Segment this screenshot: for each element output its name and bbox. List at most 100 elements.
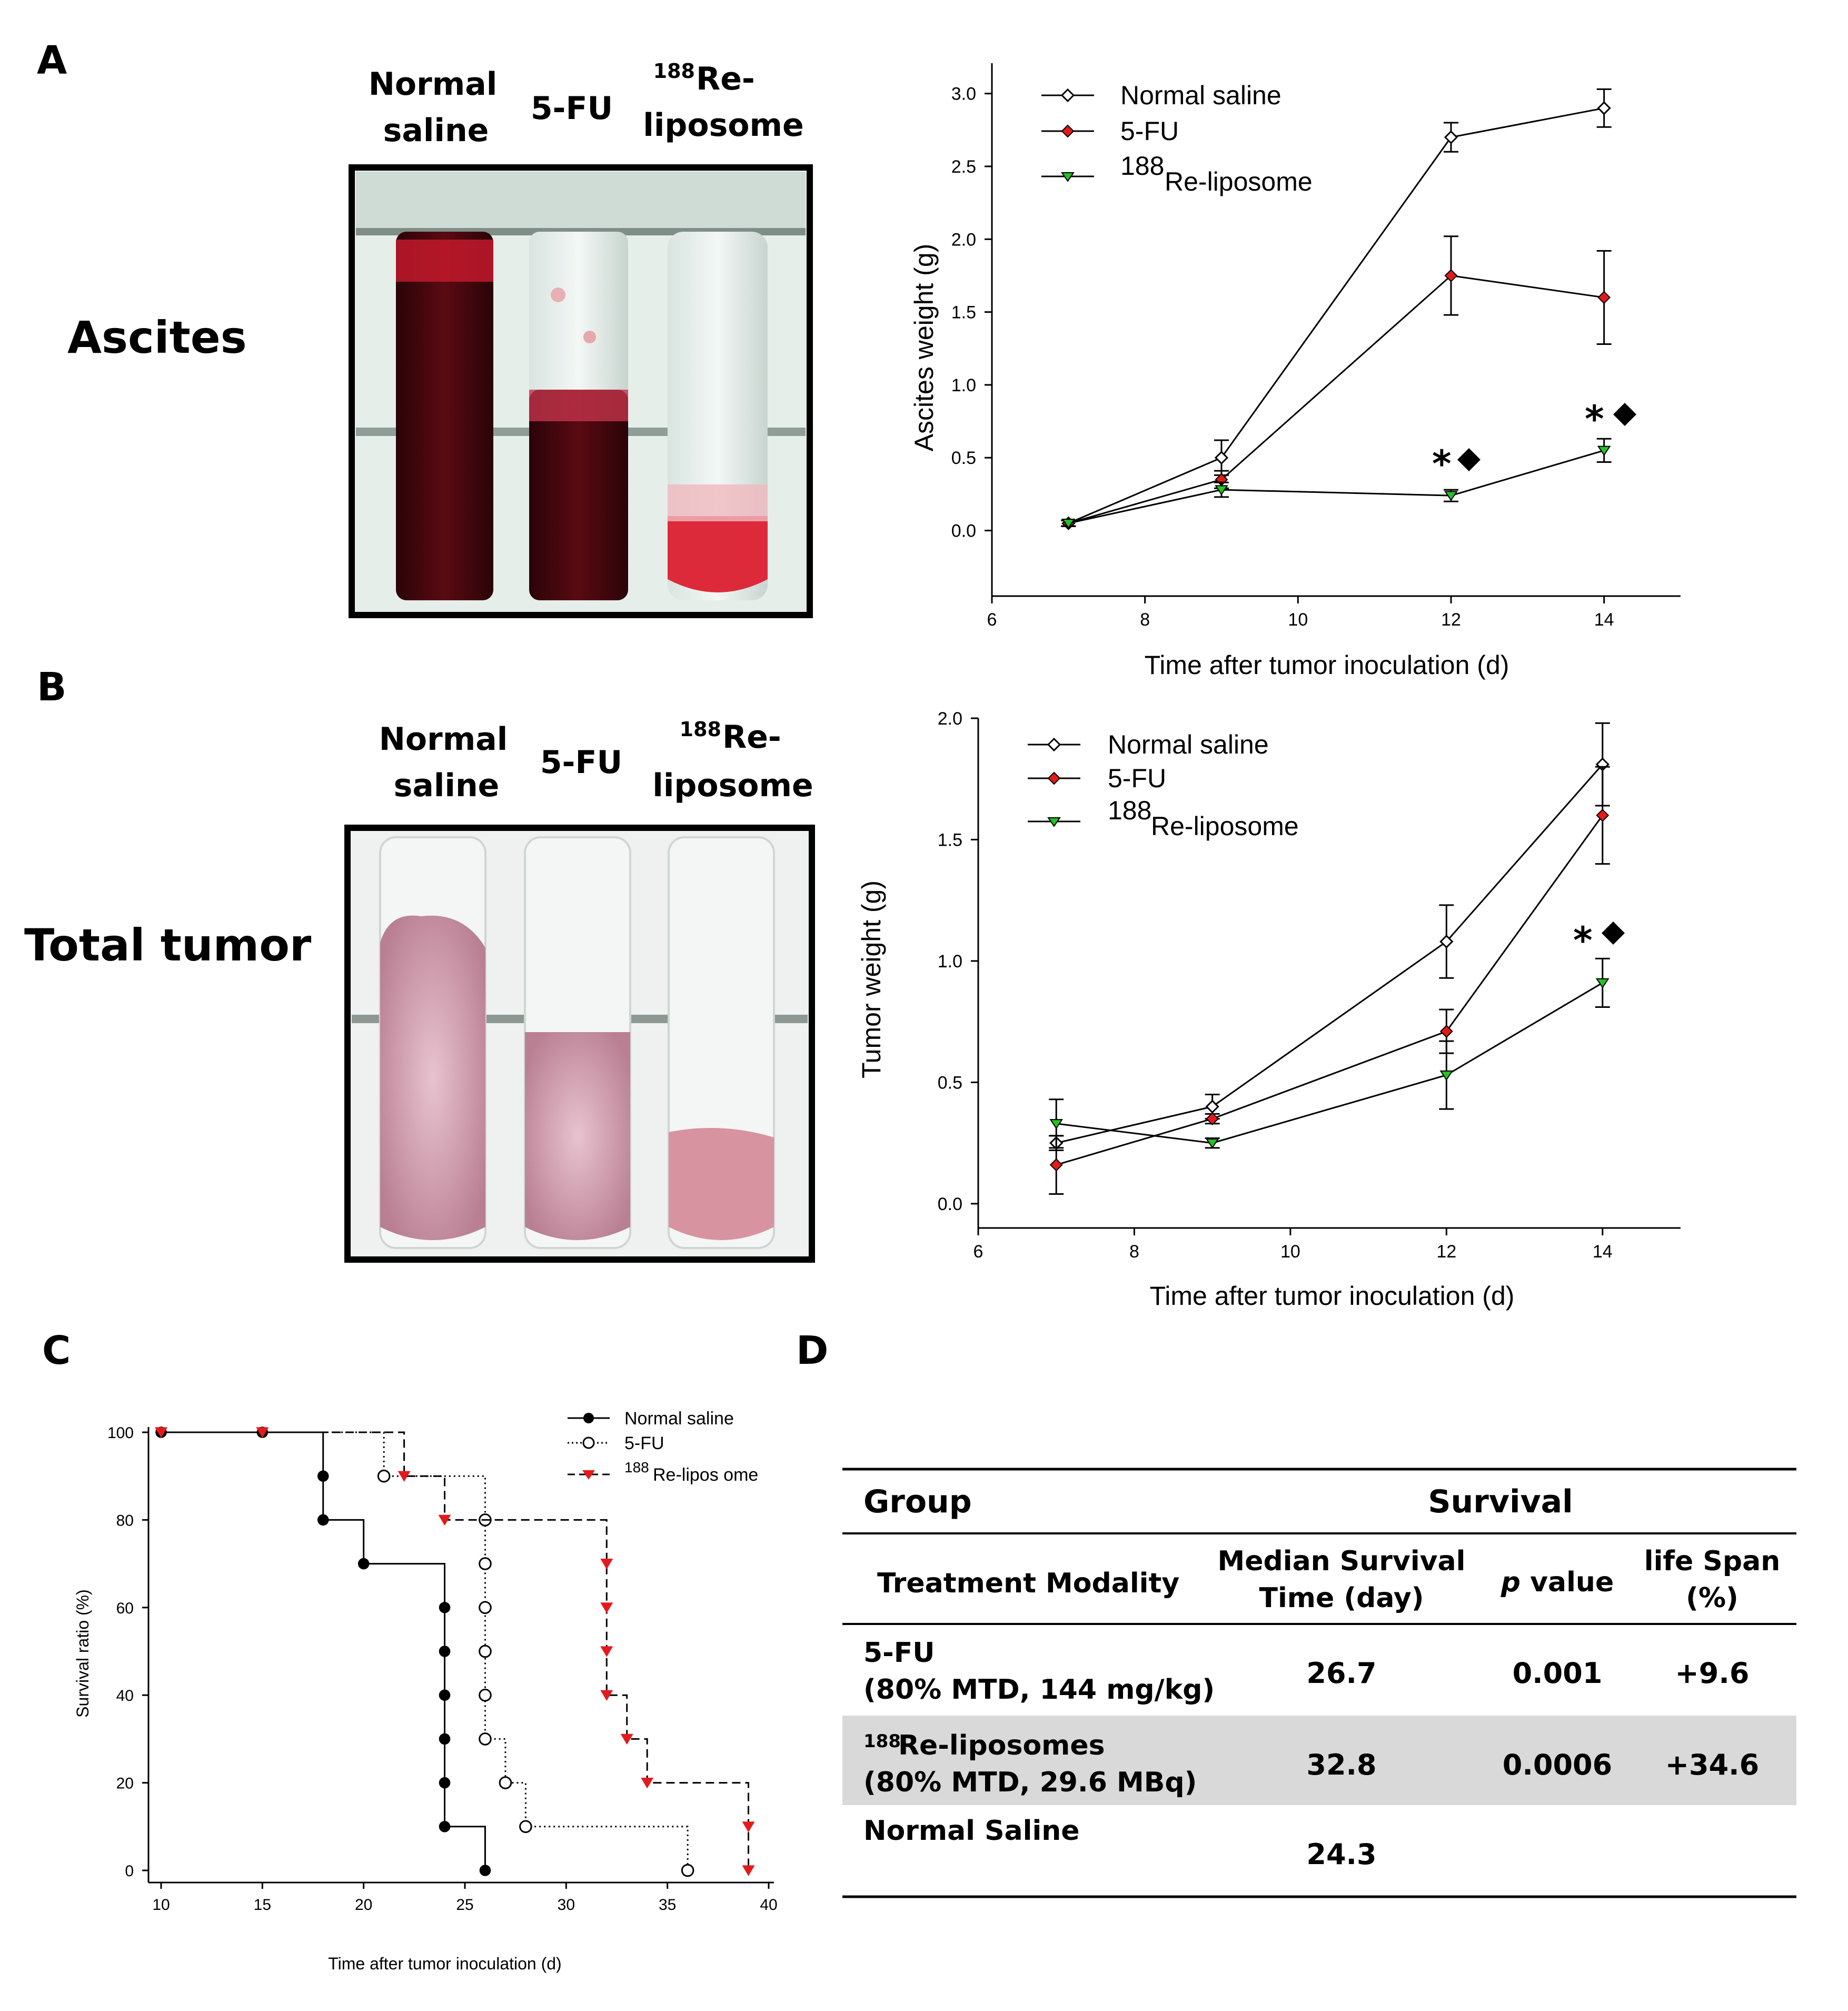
survival-y-tick-label: 20 — [116, 1775, 134, 1792]
survival-legend-normal-saline: Normal saline — [624, 1409, 734, 1429]
table-subheader-mst-line1: Median Survival — [1218, 1546, 1466, 1577]
survival-x-tick-label: 10 — [152, 1896, 170, 1914]
chart-ascites: 6 8 10 12 14 0.0 0.5 1.0 1.5 2.0 2.5 3.0 Time after… — [909, 63, 1681, 680]
photo-label-re-a-sup: 188 — [653, 60, 695, 83]
ascites-point-normal-saline-day12 — [1444, 130, 1458, 144]
ascites-x-tick-label: 8 — [1140, 610, 1150, 630]
survival-y-tick-label: 80 — [116, 1512, 134, 1529]
survival-y-axis-title: Survival ratio (%) — [73, 1589, 92, 1718]
tumor-x-tick-label: 14 — [1593, 1242, 1613, 1262]
tumor-point-5-fu-day7 — [1049, 1158, 1063, 1172]
row-label-total-tumor: Total tumor — [24, 919, 312, 971]
tumor-point-188re-liposome-day14 — [1595, 978, 1609, 989]
survival-point-5-fu — [479, 1557, 492, 1570]
tumor-y-tick-label: 1.5 — [938, 830, 962, 850]
ascites-y-tick-label: 1.0 — [951, 375, 976, 395]
tumor-point-188re-liposome-day9 — [1205, 1138, 1219, 1149]
survival-point-5-fu — [479, 1732, 492, 1746]
panel-letter-d: D — [796, 1328, 828, 1373]
ascites-x-tick-label: 12 — [1441, 610, 1461, 630]
ascites-legend-re-liposome-main: Re-liposome — [1165, 167, 1313, 196]
table-row1-lifespan: +9.6 — [1675, 1657, 1750, 1690]
tumor-point-188re-liposome-day7 — [1049, 1119, 1064, 1130]
tumor-line-188re-liposome — [1056, 982, 1603, 1144]
survival-legend-marker-5fu — [582, 1437, 595, 1449]
survival-x-axis-title: Time after tumor inoculation (d) — [328, 1954, 561, 1973]
tumor-point-5-fu-day9 — [1206, 1112, 1219, 1125]
tumor-x-tick-label: 6 — [973, 1242, 983, 1262]
photo-labels-b: Normal saline 5-FU 188 Re- liposome — [379, 718, 813, 804]
ascites-sig-diamond-day14 — [1613, 403, 1636, 426]
tumor-x-tick-label: 12 — [1436, 1242, 1456, 1262]
ascites-series — [1061, 88, 1612, 530]
table-header-survival: Survival — [1428, 1483, 1573, 1520]
table-row1-group-line1: 5-FU — [863, 1637, 935, 1669]
tube-re-liposome-ascites — [668, 232, 768, 600]
survival-point-188re-liposome — [641, 1778, 654, 1789]
survival-series — [155, 1426, 755, 1877]
ascites-y-axis-title: Ascites weight (g) — [909, 244, 939, 452]
photo-total-tumor — [344, 825, 815, 1263]
photo-label-re-b-line1: Re- — [722, 719, 781, 756]
survival-point-188re-liposome — [600, 1559, 613, 1570]
ascites-y-tick-label: 3.0 — [951, 84, 976, 104]
ascites-y-tick-label: 0.5 — [951, 448, 976, 468]
panel-letter-b: B — [37, 665, 66, 710]
tumor-sig-diamond-day14 — [1602, 922, 1625, 945]
table-row2-group-sup: 188 — [863, 1731, 901, 1752]
tumor-legend-normal-saline: Normal saline — [1108, 730, 1269, 759]
tumor-y-tick-label: 2.0 — [938, 709, 962, 729]
ascites-point-5-fu-day14 — [1597, 291, 1611, 304]
tumor-point-188re-liposome-day12 — [1439, 1070, 1454, 1081]
table-row2-shade — [842, 1716, 1796, 1805]
tumor-line-normal-saline — [1056, 764, 1603, 1144]
ascites-sig-star-day12: * — [1432, 442, 1452, 486]
ascites-legend-5fu: 5-FU — [1120, 116, 1179, 146]
survival-point-188re-liposome — [398, 1471, 411, 1482]
ascites-line-188re-liposome — [1068, 449, 1605, 524]
ascites-sig-diamond-day12 — [1457, 448, 1481, 471]
survival-x-tick-label: 40 — [760, 1896, 777, 1914]
survival-point-normal-saline — [317, 1470, 329, 1482]
ascites-legend: Normal saline 5-FU 188 Re-liposome — [1041, 81, 1313, 196]
survival-point-normal-saline — [479, 1865, 491, 1876]
tumor-legend-5fu: 5-FU — [1108, 764, 1166, 793]
survival-legend-marker-re-liposome — [582, 1470, 595, 1480]
ascites-point-188re-liposome-day14 — [1597, 445, 1611, 456]
table-subheader-modality: Treatment Modality — [877, 1568, 1179, 1599]
survival-point-188re-liposome — [438, 1514, 451, 1526]
photo-label-re-b-sup: 188 — [680, 718, 721, 741]
ascites-x-tick-label: 10 — [1288, 610, 1308, 630]
ascites-y-tick-label: 2.5 — [951, 157, 976, 177]
ascites-x-axis-title: Time after tumor inoculation (d) — [1145, 650, 1509, 680]
ascites-point-normal-saline-day9 — [1214, 451, 1229, 465]
chart-tumor: 6 8 10 12 14 0.0 0.5 1.0 1.5 2.0 Time after tumor… — [857, 709, 1681, 1311]
survival-point-normal-saline — [357, 1558, 370, 1570]
photo-label-normal-saline-b-line2: saline — [394, 767, 500, 804]
survival-point-188re-liposome — [256, 1427, 269, 1438]
ascites-sig-star-day14: * — [1585, 398, 1604, 441]
survival-legend-marker-normal-saline — [583, 1413, 594, 1423]
survival-point-5-fu — [519, 1820, 532, 1834]
ascites-legend-marker-re-liposome — [1061, 172, 1075, 182]
table-subheader-p-rest: value — [1521, 1567, 1614, 1598]
photo-label-normal-saline-a-line1: Normal — [369, 66, 498, 103]
ascites-y-tick-label: 2.0 — [951, 230, 976, 250]
tube-5fu-ascites — [529, 232, 628, 600]
table-row3-mst: 24.3 — [1306, 1838, 1376, 1871]
tumor-significance-marks: * — [1573, 919, 1625, 962]
table-row2-group-line1: Re-liposomes — [898, 1730, 1105, 1761]
survival-point-188re-liposome — [620, 1733, 633, 1745]
survival-table: Group Survival Treatment Modality Median… — [842, 1468, 1796, 1898]
table-row2-group-line2: (80% MTD, 29.6 MBq) — [863, 1767, 1197, 1798]
table-header-group: Group — [863, 1483, 972, 1520]
table-row2-p: 0.0006 — [1503, 1748, 1612, 1781]
table-subheader-p-italic: p — [1501, 1567, 1521, 1598]
photo-ascites — [349, 164, 813, 618]
tumor-legend-re-liposome-main: Re-liposome — [1151, 811, 1299, 841]
table-row1-p: 0.001 — [1513, 1657, 1603, 1690]
tumor-point-normal-saline-day12 — [1439, 934, 1454, 949]
survival-point-5-fu — [479, 1601, 492, 1614]
table-row3-group-line1: Normal Saline — [863, 1815, 1080, 1847]
